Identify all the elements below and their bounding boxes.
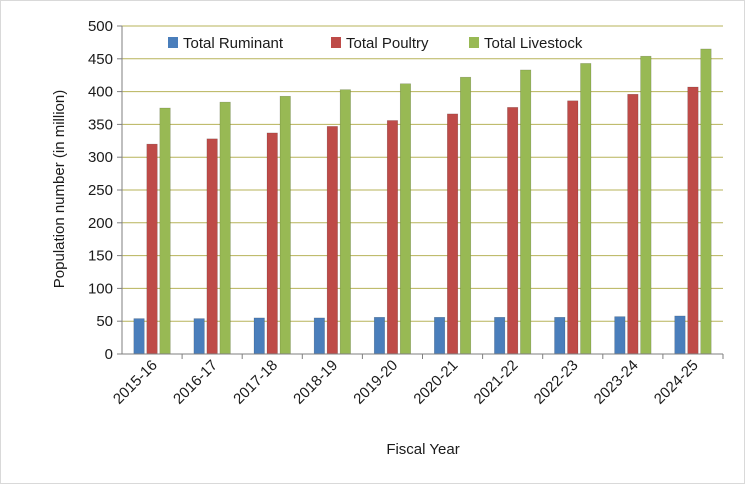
bar: [580, 63, 592, 355]
x-tick-label: 2017-18: [230, 357, 281, 408]
y-tick-label: 50: [96, 313, 113, 330]
y-tick-label: 250: [88, 182, 113, 199]
x-tick-label: 2023-24: [591, 357, 642, 408]
legend-label: Total Ruminant: [183, 35, 284, 52]
x-tick-label: 2018-19: [290, 357, 341, 408]
bar: [674, 315, 686, 355]
bar: [460, 76, 472, 355]
bar: [700, 48, 712, 355]
bar: [614, 316, 626, 355]
x-tick-label: 2021-22: [471, 357, 522, 408]
bar: [434, 317, 446, 355]
axes: [121, 26, 724, 359]
bars: [133, 48, 712, 355]
bar: [627, 93, 639, 355]
bar: [447, 113, 459, 355]
bar: [520, 69, 532, 355]
bar: [373, 317, 385, 355]
legend-swatch: [469, 37, 479, 48]
bar: [266, 132, 278, 355]
bar: [279, 95, 291, 355]
x-tick-labels: 2015-16 2016-17 2017-18 2018-19 2019-20 2020-…: [110, 357, 702, 408]
y-tick-labels: 0 50 100 150 200 250 300 350 400 450 500: [88, 18, 113, 363]
bar: [507, 107, 519, 355]
bar: [313, 317, 325, 355]
legend-label: Total Poultry: [346, 35, 429, 52]
y-tick-label: 150: [88, 248, 113, 265]
bar: [554, 317, 566, 355]
x-axis-title: Fiscal Year: [386, 441, 459, 458]
y-tick-label: 400: [88, 84, 113, 101]
x-tick-label: 2015-16: [110, 357, 161, 408]
bar: [219, 101, 231, 355]
bar: [159, 107, 171, 355]
bar: [133, 318, 145, 355]
x-tick-label: 2016-17: [170, 357, 221, 408]
bar: [326, 126, 338, 355]
y-tick-label: 350: [88, 116, 113, 133]
x-tick-label: 2022-23: [531, 357, 582, 408]
bar: [146, 143, 158, 355]
x-tick-label: 2019-20: [350, 357, 401, 408]
bar: [206, 138, 218, 355]
legend-swatch: [168, 37, 178, 48]
legend-swatch: [331, 37, 341, 48]
legend: Total Ruminant Total Poultry Total Livesto…: [168, 35, 583, 52]
x-tick-label: 2024-25: [651, 357, 702, 408]
y-tick-label: 500: [88, 18, 113, 35]
bar: [494, 317, 506, 355]
bar: [339, 89, 351, 355]
bar: [399, 83, 411, 355]
bar: [386, 120, 398, 355]
bar: [687, 86, 699, 355]
bar: [567, 100, 579, 355]
y-tick-label: 450: [88, 51, 113, 68]
bar: [253, 317, 265, 355]
legend-label: Total Livestock: [484, 35, 583, 52]
bar: [193, 318, 205, 355]
y-tick-label: 300: [88, 149, 113, 166]
y-tick-label: 100: [88, 280, 113, 297]
y-tick-label: 200: [88, 215, 113, 232]
y-axis-title: Population number (in million): [51, 90, 68, 288]
y-tick-label: 0: [105, 346, 113, 363]
x-tick-label: 2020-21: [410, 357, 461, 408]
bar: [640, 55, 652, 355]
